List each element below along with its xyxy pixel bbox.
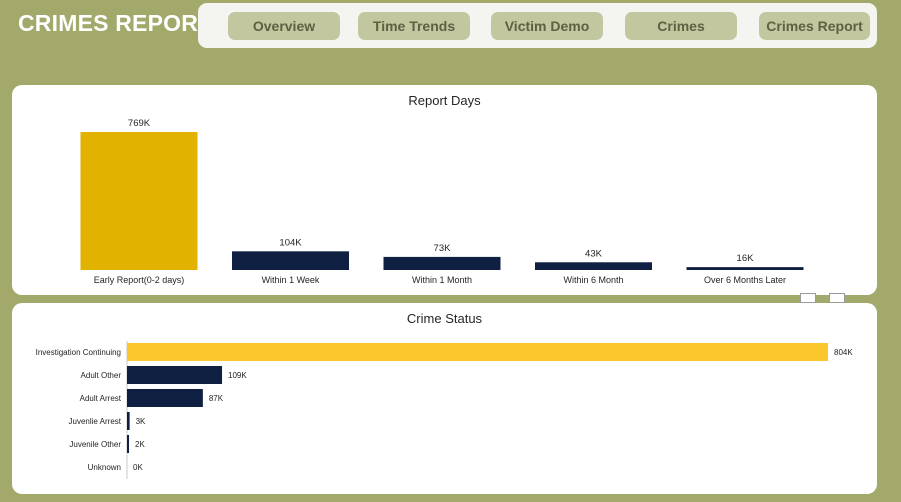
- nav-button-overview[interactable]: Overview: [228, 12, 340, 40]
- focus-mode-icon[interactable]: [800, 293, 816, 303]
- crime-status-category-label: Juvenlie Arrest: [69, 417, 122, 426]
- report-days-data-label: 16K: [737, 253, 755, 264]
- report-days-data-label: 104K: [279, 237, 302, 248]
- nav-button-crimes-report[interactable]: Crimes Report: [759, 12, 870, 40]
- report-days-card: Report Days 769K Early Report(0-2 days) 10…: [12, 85, 877, 295]
- crime-status-bar[interactable]: [127, 343, 828, 361]
- nav-button-crimes[interactable]: Crimes: [625, 12, 737, 40]
- crime-status-bar[interactable]: [127, 366, 223, 384]
- nav-button-time-trends[interactable]: Time Trends: [358, 12, 470, 40]
- crime-status-data-label: 87K: [209, 394, 224, 403]
- report-days-data-label: 43K: [585, 248, 603, 259]
- crime-status-title: Crime Status: [406, 311, 483, 326]
- crime-status-chart: Investigation Continuing 804K Adult Other 1…: [36, 341, 853, 479]
- crime-status-category-label: Adult Other: [81, 371, 122, 380]
- report-days-category-label: Within 1 Week: [262, 275, 320, 285]
- crime-status-data-label: 804K: [834, 348, 853, 357]
- crime-status-data-label: 3K: [136, 417, 146, 426]
- more-options-icon[interactable]: [829, 293, 845, 303]
- report-days-chart: 769K Early Report(0-2 days) 104K Within 1 W…: [80, 118, 804, 285]
- crime-status-card: Crime Status Investigation Continuing 804…: [12, 303, 877, 494]
- report-days-bar[interactable]: [232, 251, 349, 270]
- report-days-title: Report Days: [408, 93, 481, 108]
- report-days-category-label: Early Report(0-2 days): [94, 275, 185, 285]
- crime-status-data-label: 0K: [133, 463, 143, 472]
- report-days-data-label: 73K: [434, 243, 452, 254]
- crime-status-bar[interactable]: [127, 389, 203, 407]
- crime-status-bar[interactable]: [127, 435, 129, 453]
- report-days-data-label: 769K: [128, 118, 151, 129]
- nav-button-victim-demo[interactable]: Victim Demo: [491, 12, 603, 40]
- report-days-category-label: Over 6 Months Later: [704, 275, 786, 285]
- report-days-bar[interactable]: [686, 267, 804, 270]
- crime-status-category-label: Investigation Continuing: [36, 348, 121, 357]
- report-days-bar[interactable]: [383, 256, 501, 270]
- report-days-category-label: Within 6 Month: [563, 275, 623, 285]
- nav-bar: Overview Time Trends Victim Demo Crimes …: [198, 3, 877, 48]
- report-days-bar[interactable]: [535, 262, 652, 270]
- report-days-category-label: Within 1 Month: [412, 275, 472, 285]
- crime-status-category-label: Juvenile Other: [69, 440, 121, 449]
- page-title: CRIMES REPORT: [18, 10, 213, 36]
- crime-status-bar[interactable]: [127, 412, 130, 430]
- crime-status-data-label: 2K: [135, 440, 145, 449]
- crime-status-data-label: 109K: [228, 371, 247, 380]
- report-days-bar[interactable]: [80, 132, 198, 270]
- crime-status-category-label: Adult Arrest: [80, 394, 122, 403]
- crime-status-category-label: Unknown: [88, 463, 121, 472]
